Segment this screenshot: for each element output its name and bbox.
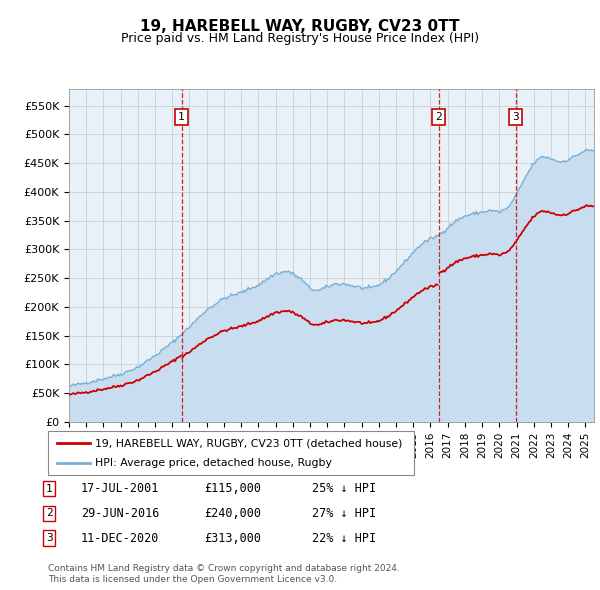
Text: £115,000: £115,000 — [204, 482, 261, 495]
Text: 29-JUN-2016: 29-JUN-2016 — [81, 507, 160, 520]
Text: 19, HAREBELL WAY, RUGBY, CV23 0TT: 19, HAREBELL WAY, RUGBY, CV23 0TT — [140, 19, 460, 34]
Text: 1: 1 — [46, 484, 53, 493]
Text: HPI: Average price, detached house, Rugby: HPI: Average price, detached house, Rugb… — [95, 458, 332, 467]
Text: 3: 3 — [512, 112, 519, 122]
Text: 3: 3 — [46, 533, 53, 543]
Text: 2: 2 — [436, 112, 442, 122]
Text: Contains HM Land Registry data © Crown copyright and database right 2024.: Contains HM Land Registry data © Crown c… — [48, 565, 400, 573]
Text: 2: 2 — [46, 509, 53, 518]
Text: £240,000: £240,000 — [204, 507, 261, 520]
Text: £313,000: £313,000 — [204, 532, 261, 545]
Text: This data is licensed under the Open Government Licence v3.0.: This data is licensed under the Open Gov… — [48, 575, 337, 584]
Text: 19, HAREBELL WAY, RUGBY, CV23 0TT (detached house): 19, HAREBELL WAY, RUGBY, CV23 0TT (detac… — [95, 438, 402, 448]
Text: 22% ↓ HPI: 22% ↓ HPI — [312, 532, 376, 545]
Text: Price paid vs. HM Land Registry's House Price Index (HPI): Price paid vs. HM Land Registry's House … — [121, 32, 479, 45]
Text: 25% ↓ HPI: 25% ↓ HPI — [312, 482, 376, 495]
Text: 27% ↓ HPI: 27% ↓ HPI — [312, 507, 376, 520]
Text: 11-DEC-2020: 11-DEC-2020 — [81, 532, 160, 545]
Text: 17-JUL-2001: 17-JUL-2001 — [81, 482, 160, 495]
Text: 1: 1 — [178, 112, 185, 122]
